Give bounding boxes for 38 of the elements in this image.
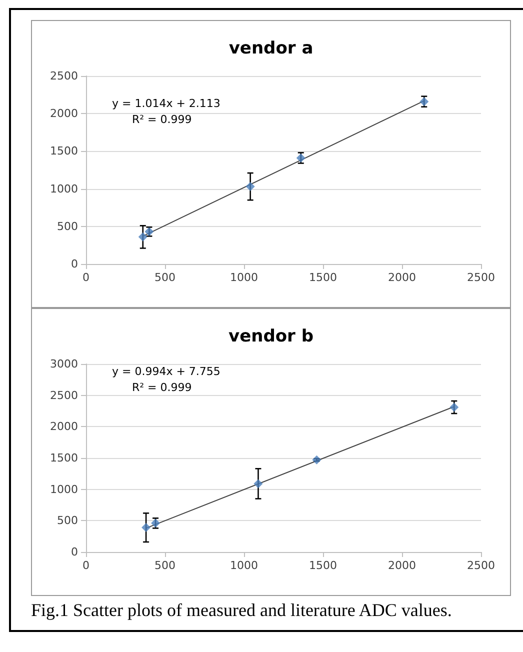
y-tick-label: 0: [71, 546, 78, 558]
y-tick-label: 1500: [50, 144, 78, 158]
x-tick-label: 2500: [467, 559, 495, 572]
x-tick-label: 1000: [230, 559, 258, 572]
annotation: y = 1.014x + 2.113: [112, 97, 220, 110]
y-tick-label: 500: [57, 220, 78, 233]
annotation: R² = 0.999: [132, 381, 192, 394]
point: [246, 182, 255, 192]
x-tick-label: 1500: [309, 559, 337, 572]
x-tick-label: 0: [82, 559, 90, 572]
point: [312, 455, 322, 464]
y-tick-label: 1000: [50, 482, 78, 496]
caption: Fig.1 Scatter plots of measured and literature ADC values.: [31, 599, 453, 622]
point: [138, 232, 148, 242]
x-tick-label: 2000: [388, 559, 416, 572]
y-tick-label: 2000: [50, 420, 78, 434]
x-tick-label: 1000: [230, 271, 258, 284]
x-tick-label: 500: [154, 559, 176, 572]
annotation: R² = 0.999: [132, 113, 192, 126]
x-tick-label: 0: [82, 271, 90, 284]
x-tick-label: 2000: [388, 271, 416, 284]
y-tick-label: 3000: [50, 358, 78, 370]
point: [142, 523, 151, 532]
y-tick-label: 0: [71, 258, 78, 270]
y-tick-label: 1000: [50, 182, 78, 196]
y-tick-label: 1500: [50, 452, 78, 464]
y-tick-label: 2500: [50, 70, 78, 82]
point: [450, 402, 459, 412]
x-tick-label: 1500: [309, 271, 337, 284]
y-tick-label: 2000: [50, 107, 78, 120]
x-tick-label: 2500: [467, 271, 495, 284]
point: [254, 479, 263, 488]
y-tick-label: 2500: [50, 388, 78, 402]
annotation: y = 0.994x + 7.755: [112, 365, 220, 378]
x-tick-label: 500: [154, 271, 176, 284]
chart-title: vendor a: [228, 38, 314, 58]
y-tick-label: 500: [57, 514, 78, 528]
chart-title: vendor b: [228, 326, 314, 346]
